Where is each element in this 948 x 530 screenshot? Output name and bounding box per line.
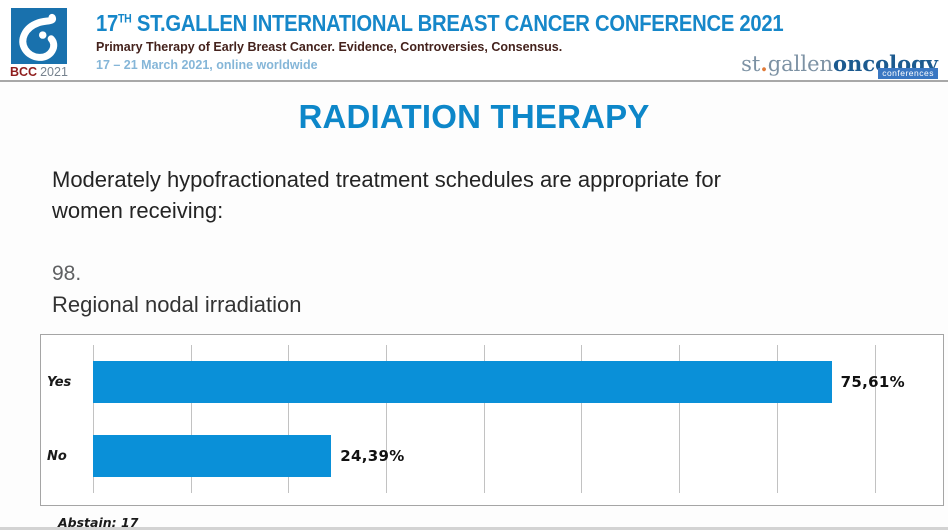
page-title: RADIATION THERAPY [298, 98, 650, 135]
gridline [679, 345, 681, 493]
data-bar [93, 435, 332, 477]
value-label: 24,39% [340, 447, 405, 465]
title-ordinal: TH [117, 11, 132, 26]
plot-area: Yes 75,61% No 24,39% [47, 345, 937, 493]
conference-title: 17TH ST.GALLEN INTERNATIONAL BREAST CANC… [96, 10, 784, 37]
bcc-label: BCC [10, 65, 38, 79]
gridline [386, 345, 388, 493]
bottom-edge-divider [0, 527, 948, 530]
bar-row: Yes 75,61% [47, 345, 937, 419]
abstain-count: Abstain: 17 [58, 515, 139, 530]
gridline [190, 345, 192, 493]
title-text: ST.GALLEN INTERNATIONAL BREAST CANCER CO… [131, 10, 784, 36]
data-bar [93, 361, 832, 403]
brand-tagline: conferences [878, 68, 938, 79]
question-line-1: Moderately hypofractionated treatment sc… [52, 167, 721, 192]
bar-row: No 24,39% [47, 419, 937, 493]
gridline [776, 345, 778, 493]
question-text: Moderately hypofractionated treatment sc… [52, 164, 948, 226]
question-line-2: women receiving: [52, 198, 224, 223]
gridline [93, 345, 94, 493]
brand-prefix: st [741, 52, 761, 76]
conference-subtitle: Primary Therapy of Early Breast Cancer. … [96, 40, 563, 54]
conference-dates: 17 – 21 March 2021, online worldwide [96, 58, 318, 72]
gridline [874, 345, 876, 493]
bcc-year: 2021 [40, 65, 68, 79]
brand-city: gallen [767, 52, 834, 76]
bcc-caption: BCC 2021 [10, 65, 72, 79]
gridline [288, 345, 290, 493]
gridline [483, 345, 485, 493]
value-label: 75,61% [840, 373, 905, 391]
conference-header: BCC 2021 17TH ST.GALLEN INTERNATIONAL BRE… [0, 0, 948, 82]
category-label: Yes [47, 374, 72, 390]
bcc-drop-icon [11, 8, 67, 64]
gridline [581, 345, 583, 493]
brand-dot: . [760, 51, 768, 76]
title-number: 17 [96, 10, 118, 36]
stgallen-oncology-logo: st.gallenoncology conferences [741, 51, 938, 79]
poll-results-chart: Yes 75,61% No 24,39% [40, 334, 944, 506]
question-subtitle: Regional nodal irradiation [52, 292, 302, 317]
category-label: No [47, 448, 67, 464]
question-number: 98. [52, 262, 82, 285]
bcc-logo: BCC 2021 [10, 8, 72, 79]
header-text-block: 17TH ST.GALLEN INTERNATIONAL BREAST CANC… [96, 10, 877, 72]
